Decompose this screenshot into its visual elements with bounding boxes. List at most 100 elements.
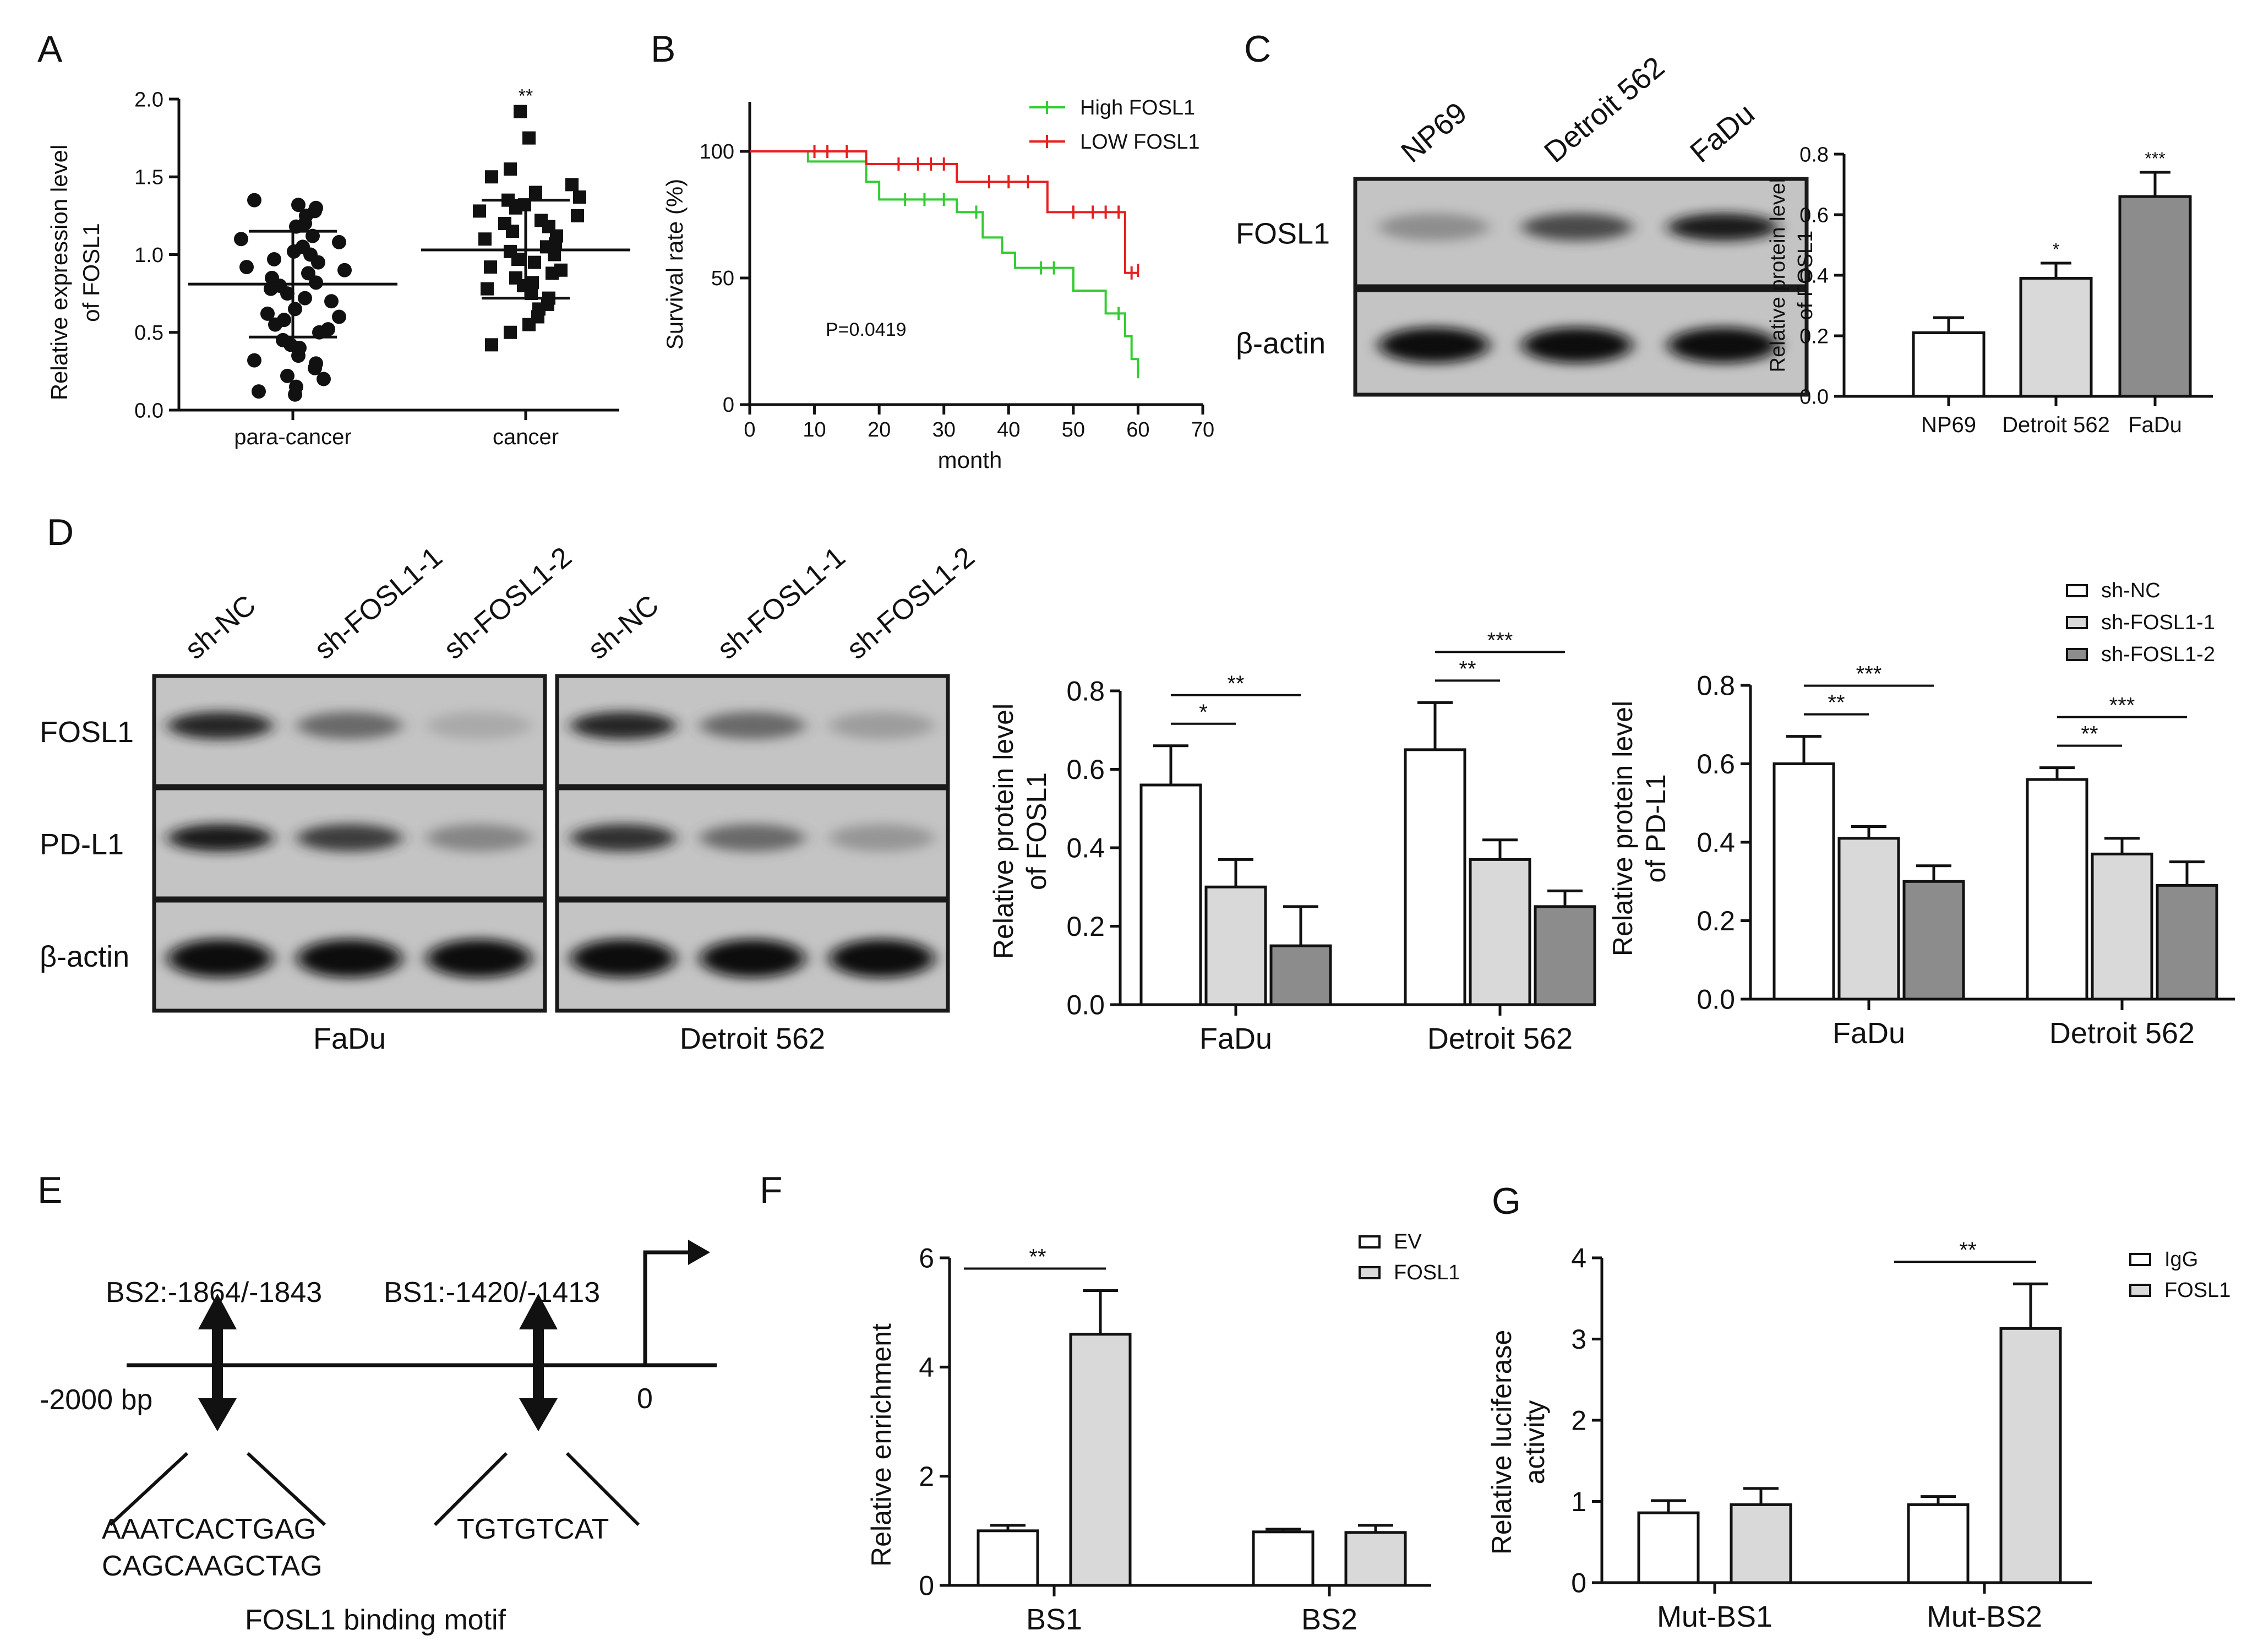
panel-b-series-line: [750, 150, 1139, 374]
panel-a-para-cancer-point: [260, 306, 275, 321]
panel-f-legend-label: EV: [1394, 1230, 1422, 1253]
panel-d1-bar: [1269, 944, 1332, 1006]
panel-a-cancer-point: [528, 255, 541, 269]
panel-d-lane-label: sh-NC: [179, 589, 261, 666]
panel-f-y-tick-label: 4: [919, 1352, 934, 1383]
panel-a-para-cancer-point: [276, 332, 290, 347]
panel-b-x-tick-label: 20: [868, 418, 891, 441]
panel-b-y-tick-label: 0: [723, 394, 734, 417]
panel-d2-y-tick-label: 0.4: [1697, 827, 1735, 858]
panel-f-y-tick-label: 0: [919, 1571, 934, 1601]
bs1-double-arrow: [519, 1294, 558, 1431]
panel-a-points: **: [188, 86, 630, 402]
panel-d1-bar: [1469, 858, 1531, 1006]
panel-b-x-tick-label: 40: [997, 418, 1020, 441]
panel-g-bar: [1999, 1327, 2062, 1584]
panel-c-row-label: FOSL1: [1236, 217, 1330, 250]
panel-a-para-cancer-point: [324, 294, 339, 309]
panel-a-cancer-point: [534, 214, 548, 227]
panel-a-cancer-point: [485, 170, 498, 184]
panel-d1-significance: *: [1199, 700, 1208, 724]
panel-a-para-cancer-point: [252, 384, 266, 399]
panel-c-band: [1379, 213, 1489, 241]
panel-d2-y-tick-label: 0.0: [1697, 984, 1735, 1015]
panel-a-para-cancer-point: [317, 372, 331, 386]
panel-g-bar: [1907, 1503, 1970, 1584]
panel-d-row-label: PD-L1: [40, 828, 124, 861]
panel-d1-significance: **: [1227, 672, 1244, 696]
panel-g: Relative luciferase activity 0 1 2 3 4 Mut-BS…: [1486, 1238, 2230, 1633]
panel-a-para-cancer-point: [247, 353, 261, 368]
panel-f-x-tick-label: BS2: [1301, 1603, 1357, 1636]
panel-g-ylabel-line1: Relative luciferase: [1486, 1330, 1517, 1555]
panel-a-para-cancer-point: [280, 368, 294, 383]
panel-a-cancer-point: [478, 232, 492, 246]
panel-g-ylabel-line2: activity: [1519, 1400, 1550, 1485]
panel-d2-significance: ***: [2109, 694, 2135, 718]
panel-g-y-tick-label: 3: [1571, 1324, 1586, 1355]
panel-c-lane-label: NP69: [1395, 96, 1473, 169]
panel-d1-significance: ***: [1487, 628, 1513, 652]
panel-f-legend-swatch: [1359, 1266, 1381, 1279]
panel-b-survival-plot: Survival rate (%) month P=0.0419 0501000…: [662, 96, 1214, 473]
panel-c-x-tick-label: NP69: [1921, 413, 1976, 437]
panel-f-ylabel: Relative enrichment: [866, 1323, 897, 1567]
panel-b-letter: B: [651, 28, 675, 70]
panel-a-para-cancer-point: [337, 263, 352, 277]
panel-c-significance: ***: [2145, 149, 2165, 168]
panel-d1-y-tick-label: 0.2: [1066, 911, 1105, 942]
panel-d-band: [571, 824, 675, 852]
panel-a-x-tick-label: cancer: [493, 425, 559, 449]
panel-a-y-tick-label: 0.0: [134, 399, 163, 422]
panel-c-ylabel-line2: of FOSL1: [1794, 231, 1817, 320]
panel-a-para-cancer-point: [288, 302, 302, 317]
panel-g-legend-swatch: [2129, 1253, 2151, 1266]
panel-a-cancer-point: [526, 276, 539, 290]
panel-a-cancer-point: [571, 209, 584, 222]
panel-d1-bar: [1204, 885, 1267, 1006]
panel-b-y-tick-label: 50: [711, 267, 734, 290]
panel-a-para-cancer-point: [291, 198, 306, 212]
panel-f-letter: F: [760, 1169, 783, 1211]
panel-f-legend-label: FOSL1: [1394, 1261, 1460, 1284]
panel-d-legend-label: sh-FOSL1-1: [2101, 611, 2215, 634]
panel-d2-y-tick-label: 0.8: [1697, 670, 1735, 701]
panel-d-band: [571, 939, 675, 978]
panel-d1-ylabel-line2: of FOSL1: [1021, 772, 1052, 890]
panel-f-x-tick-label: BS1: [1026, 1603, 1082, 1636]
panel-c-band: [1522, 213, 1632, 241]
panel-a-cancer-point: [504, 325, 517, 339]
panel-d-legend-swatch: [2066, 648, 2088, 661]
panel-d-band: [830, 939, 934, 978]
panel-a-para-cancer-point: [298, 291, 312, 306]
panel-c-bar: [2118, 195, 2192, 398]
panel-f-significance: **: [1029, 1245, 1046, 1269]
panel-b-x-tick-label: 10: [803, 418, 826, 441]
panel-g-legend: IgG FOSL1: [2129, 1248, 2230, 1302]
panel-d-lane-label: sh-NC: [582, 589, 664, 666]
motif-caption: FOSL1 binding motif: [245, 1604, 506, 1636]
panel-c-y-tick-label: 0.8: [1799, 143, 1829, 166]
panel-a-x-tick-label: para-cancer: [234, 425, 351, 449]
panel-d2-bar: [1837, 837, 1900, 1001]
panel-g-y-tick-label: 0: [1571, 1568, 1586, 1599]
panel-d-band: [427, 939, 531, 978]
panel-a-para-cancer-point: [234, 232, 248, 247]
promoter-end-label: 0: [637, 1383, 653, 1415]
panel-d2-y-tick-label: 0.6: [1697, 749, 1735, 779]
panel-d2-bar: [2091, 852, 2153, 1001]
panel-a-y-tick-label: 1.0: [134, 244, 163, 267]
panel-a-para-cancer-point: [277, 313, 291, 328]
bs2-double-arrow: [198, 1294, 237, 1431]
panel-d1-x-tick-label: FaDu: [1199, 1022, 1272, 1055]
panel-g-letter: G: [1492, 1180, 1521, 1222]
panel-a-cancer-point: [484, 260, 497, 274]
panel-c-x-tick-label: FaDu: [2128, 413, 2182, 437]
panel-d1-y-tick-label: 0.4: [1066, 833, 1105, 864]
bs1-label: BS1:-1420/-1413: [384, 1277, 600, 1308]
panel-f-bar: [977, 1529, 1039, 1587]
